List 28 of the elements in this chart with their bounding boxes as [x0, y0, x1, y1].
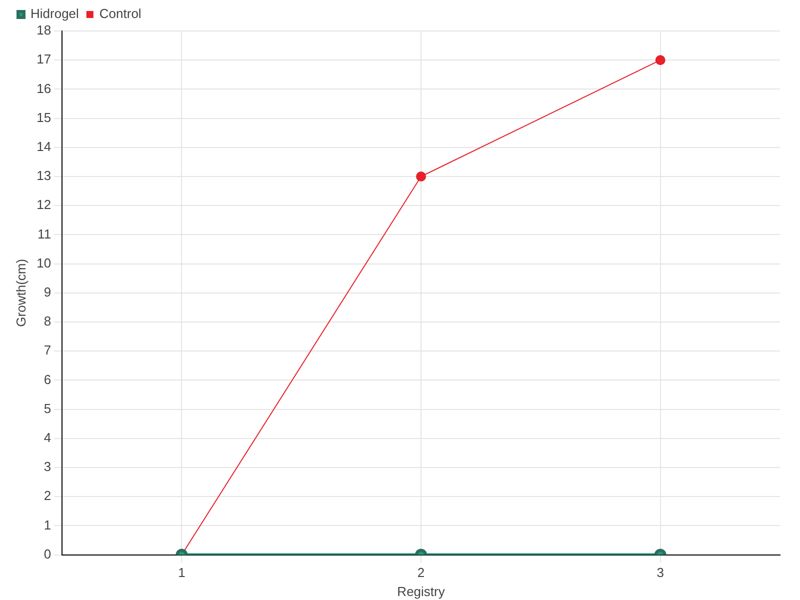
y-tick-label: 10: [36, 255, 52, 270]
legend-label: Control: [99, 6, 142, 22]
y-tick-label: 17: [36, 52, 52, 67]
y-tick-label: 2: [44, 488, 52, 504]
y-tick-label: 18: [36, 22, 52, 38]
x-axis-title: Registry: [397, 584, 446, 599]
y-tick-label: 8: [44, 314, 52, 329]
y-axis-title: Growth(cm): [13, 258, 28, 327]
y-tick-label: 5: [44, 400, 52, 416]
y-tick-label: 16: [36, 80, 52, 96]
y-tick-label: 1: [44, 517, 52, 532]
legend-label: Hidrogel: [30, 6, 80, 22]
y-tick-label: 7: [44, 342, 52, 358]
y-tick-label: 3: [44, 459, 52, 474]
y-tick-label: 9: [44, 284, 52, 300]
point: [655, 55, 666, 66]
y-tick-label: 6: [44, 372, 52, 387]
y-tick-label: 12: [36, 197, 52, 212]
x-tick-label: 2: [417, 565, 425, 580]
y-tick-label: 14: [36, 138, 52, 154]
y-tick-label: 4: [44, 430, 52, 445]
x-tick-label: 1: [178, 565, 186, 580]
y-tick-label: 13: [36, 168, 52, 184]
y-tick-label: 11: [38, 226, 52, 242]
y-tick-label: 0: [44, 546, 52, 562]
point: [416, 172, 426, 182]
x-tick-label: 3: [656, 565, 664, 580]
y-tick-label: 15: [36, 110, 52, 125]
